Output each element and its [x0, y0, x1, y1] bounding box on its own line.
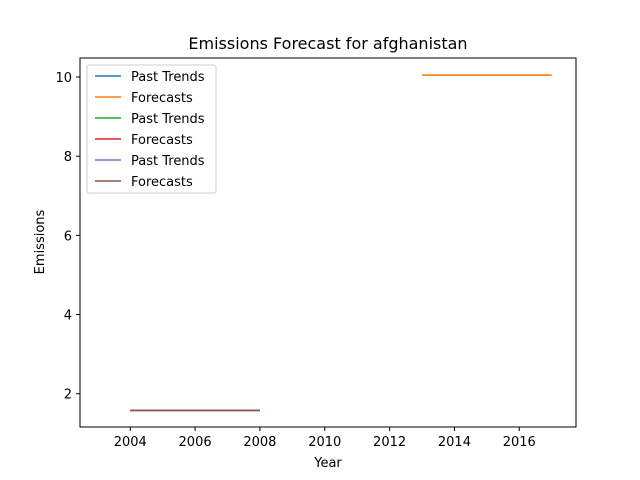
legend-label: Past Trends — [131, 70, 205, 85]
legend: Past Trends Forecasts Past Trends Forecasts… — [86, 64, 217, 194]
chart-title: Emissions Forecast for afghanistan — [188, 34, 467, 53]
x-axis-label: Year — [313, 456, 342, 471]
y-tick-label: 8 — [64, 150, 72, 165]
x-tick-label: 2016 — [503, 435, 536, 450]
y-axis-label: Emissions — [33, 209, 48, 274]
y-tick-label: 4 — [64, 309, 72, 324]
legend-label: Past Trends — [131, 112, 205, 127]
series-layer — [130, 74, 552, 412]
x-tick-label: 2014 — [438, 435, 471, 450]
plot-area — [79, 57, 577, 428]
legend-label: Forecasts — [131, 133, 193, 148]
legend-label: Past Trends — [131, 154, 205, 169]
x-tick-label: 2010 — [308, 435, 341, 450]
x-tick-label: 2006 — [179, 435, 212, 450]
x-tick-label: 2012 — [373, 435, 406, 450]
y-tick-label: 2 — [64, 388, 72, 403]
y-tick-label: 6 — [64, 229, 72, 244]
y-tick-label: 10 — [55, 71, 72, 86]
y-axis-ticks: 2 4 6 8 10 — [55, 71, 80, 403]
x-tick-label: 2008 — [243, 435, 276, 450]
legend-label: Forecasts — [131, 91, 193, 106]
x-tick-label: 2004 — [114, 435, 147, 450]
legend-label: Forecasts — [131, 175, 193, 190]
x-axis-ticks: 2004 2006 2008 2010 2012 2014 2016 — [114, 427, 536, 450]
